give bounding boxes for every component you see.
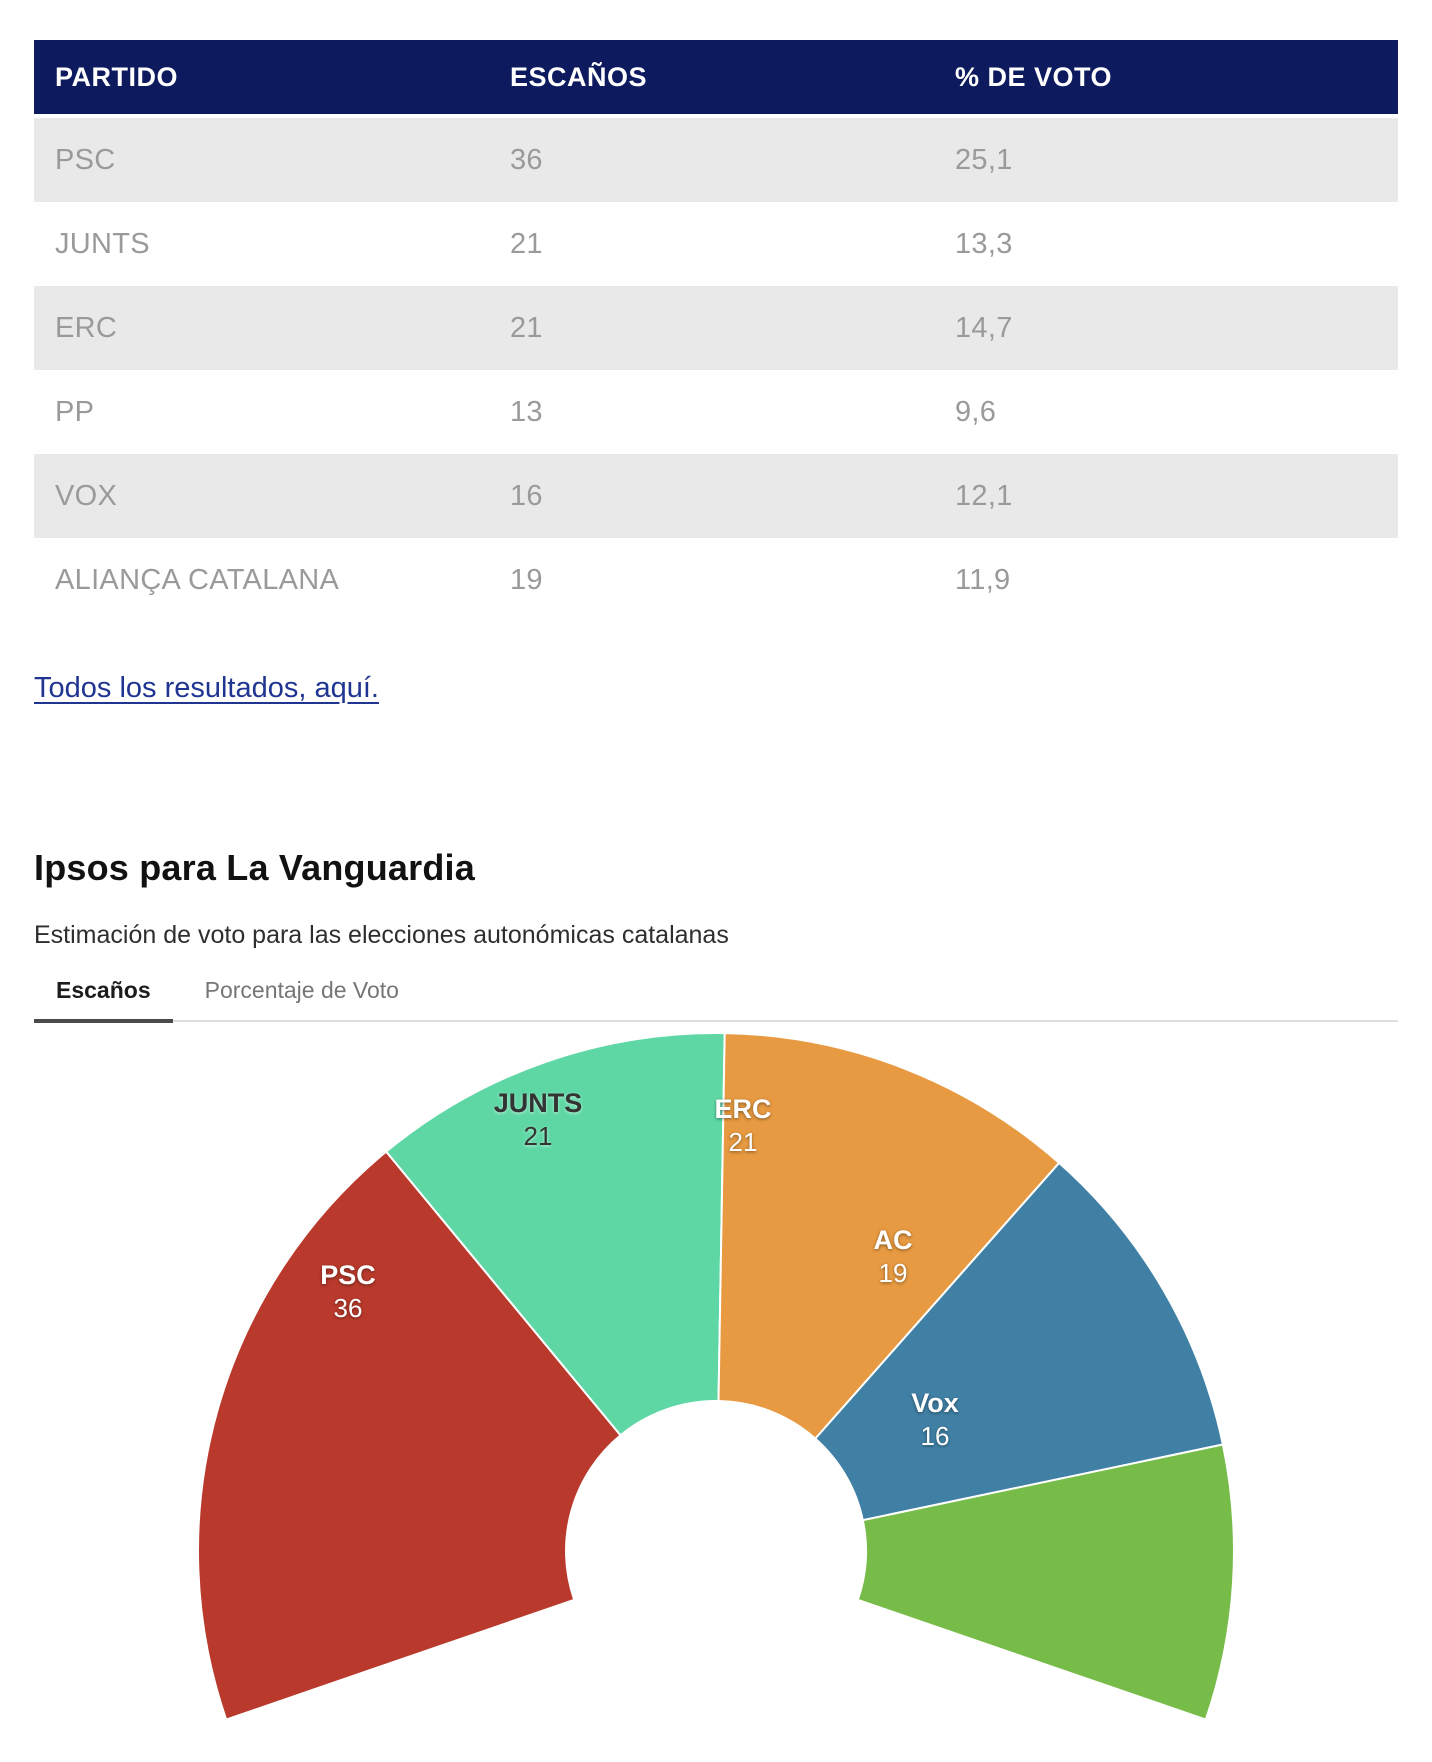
segment-label-value: 36 [334,1293,363,1323]
table-row: ERC 21 14,7 [34,286,1398,370]
chart-segment-junts[interactable] [385,1032,726,1437]
table-row: JUNTS 21 13,3 [34,202,1398,286]
chart-segment-ac[interactable] [814,1161,1224,1522]
segment-label-value: 19 [879,1258,908,1288]
row-cell-party: VOX [55,480,118,512]
row-cell-seats: 21 [510,312,543,344]
row-cell-vote: 9,6 [955,396,997,428]
row-cell-party: ALIANÇA CATALANA [55,564,340,596]
row-cell-seats: 16 [510,480,543,512]
row-cell-party: JUNTS [55,228,150,260]
segment-label-value: 21 [729,1127,758,1157]
segment-label-value: 21 [524,1121,553,1151]
tab-porcentaje-de-voto[interactable]: Porcentaje de Voto [204,977,399,1003]
row-cell-vote: 25,1 [955,144,1013,176]
results-table-header: PARTIDO ESCAÑOS % DE VOTO [34,40,1398,118]
column-header-escanos: ESCAÑOS [510,62,648,92]
column-header-partido: PARTIDO [55,62,178,92]
row-cell-party: PP [55,396,95,428]
row-cell-vote: 13,3 [955,228,1013,260]
chart-segment-vox[interactable] [856,1443,1235,1721]
chart-segment-psc[interactable] [197,1150,622,1721]
row-cell-party: ERC [55,312,118,344]
row-cell-seats: 13 [510,396,543,428]
chart-segment-erc[interactable] [717,1032,1061,1440]
segment-label-name: AC [874,1225,913,1255]
row-cell-vote: 12,1 [955,480,1013,512]
chart-tabs: Escaños Porcentaje de Voto [34,977,1398,1023]
row-cell-vote: 11,9 [955,564,1011,596]
row-cell-party: PSC [55,144,116,176]
all-results-link[interactable]: Todos los resultados, aquí. [34,672,379,704]
page-subtitle: Estimación de voto para las elecciones a… [34,921,729,949]
row-cell-seats: 21 [510,228,543,260]
segment-label-name: Vox [911,1388,959,1418]
table-row: PP 13 9,6 [34,370,1398,454]
table-row: VOX 16 12,1 [34,454,1398,538]
results-table-body: PSC 36 25,1 JUNTS 21 13,3 ERC 21 14,7 PP 13 9,6 VOX 1… [34,118,1398,622]
segment-label-name: PSC [320,1260,376,1290]
segment-label-value: 16 [921,1421,950,1451]
table-row: ALIANÇA CATALANA 19 11,9 [34,538,1398,622]
row-cell-seats: 36 [510,144,543,176]
row-cell-vote: 14,7 [955,312,1013,344]
segment-label-name: ERC [714,1094,771,1124]
segment-label-name: JUNTS [494,1088,583,1118]
column-header-voto: % DE VOTO [955,62,1113,92]
row-cell-seats: 19 [510,564,543,596]
tab-escaños[interactable]: Escaños [34,978,173,1023]
results-table: PARTIDO ESCAÑOS % DE VOTO PSC 36 25,1 JUNTS… [34,40,1398,622]
page-title: Ipsos para La Vanguardia [34,847,475,888]
table-row: PSC 36 25,1 [34,118,1398,202]
